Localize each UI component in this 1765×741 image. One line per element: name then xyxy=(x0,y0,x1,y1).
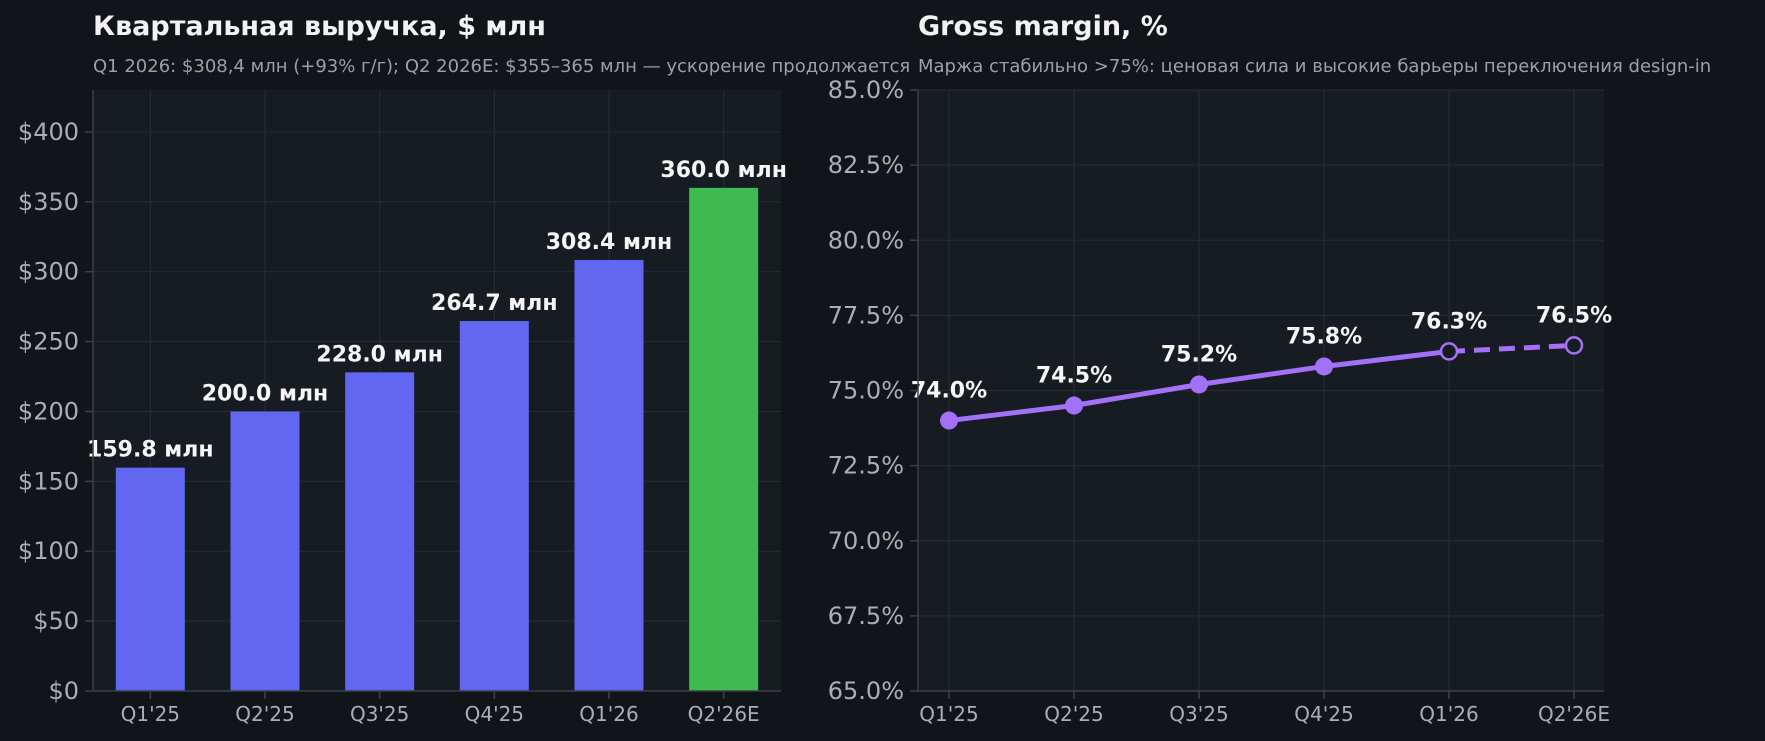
margin-point-hollow xyxy=(1439,342,1459,361)
revenue-bar-value-label: 308.4 млн xyxy=(546,230,673,255)
margin-x-tick-label: Q4'25 xyxy=(1294,702,1353,726)
margin-y-tick-label: 65.0% xyxy=(828,677,904,705)
margin-data-labels: 74.0% 74.5% 75.2% 75.8% 76.3% 76.5% xyxy=(911,303,1612,403)
margin-chart: 74.0% 74.5% 75.2% 75.8% 76.3% 76.5% 65.0% 67.5… xyxy=(828,11,1711,726)
revenue-x-tick-label: Q3'25 xyxy=(350,702,409,726)
margin-value-label: 75.2% xyxy=(1161,342,1237,367)
margin-x-ticks: Q1'25 Q2'25 Q3'25 Q4'25 Q1'26 Q2'26E xyxy=(919,691,1610,726)
margin-point xyxy=(940,411,958,430)
margin-x-tick-label: Q1'25 xyxy=(919,702,978,726)
revenue-bar xyxy=(230,411,300,691)
margin-value-label: 74.5% xyxy=(1036,364,1112,389)
margin-x-tick-label: Q2'26E xyxy=(1538,702,1610,726)
revenue-bar-value-label: 264.7 млн xyxy=(431,291,558,316)
revenue-y-tick-label: $150 xyxy=(18,467,79,495)
revenue-plot-area xyxy=(93,90,781,691)
revenue-bar-value-label: 200.0 млн xyxy=(202,381,329,406)
revenue-x-tick-label: Q2'25 xyxy=(235,702,294,726)
margin-value-label: 75.8% xyxy=(1286,324,1362,349)
revenue-y-tick-label: $350 xyxy=(18,188,79,216)
margin-y-tick-label: 75.0% xyxy=(828,377,904,405)
revenue-bars xyxy=(115,187,759,691)
revenue-bar xyxy=(115,467,185,691)
margin-value-label: 76.3% xyxy=(1411,309,1487,334)
margin-value-label: 76.5% xyxy=(1536,303,1612,328)
revenue-x-tick-label: Q1'25 xyxy=(121,702,180,726)
revenue-bar xyxy=(345,372,415,691)
revenue-bar-value-label: 159.8 млн xyxy=(87,438,214,463)
margin-x-tick-label: Q2'25 xyxy=(1044,702,1103,726)
margin-point xyxy=(1315,357,1333,376)
revenue-bar xyxy=(574,259,644,691)
revenue-chart-title: Квартальная выручка, $ млн xyxy=(93,11,546,42)
margin-x-tick-label: Q3'25 xyxy=(1169,702,1228,726)
revenue-bar xyxy=(689,187,759,691)
revenue-bar xyxy=(459,321,529,691)
margin-y-tick-label: 72.5% xyxy=(828,452,904,480)
margin-y-ticks: 65.0% 67.5% 70.0% 72.5% 75.0% 77.5% 80.0% 82.5%… xyxy=(828,76,918,705)
revenue-bar-value-label: 360.0 млн xyxy=(660,158,787,183)
margin-y-tick-label: 82.5% xyxy=(828,151,904,179)
revenue-x-tick-label: Q1'26 xyxy=(579,702,638,726)
margin-x-tick-label: Q1'26 xyxy=(1419,702,1478,726)
margin-point xyxy=(1065,396,1083,415)
margin-y-tick-label: 85.0% xyxy=(828,76,904,104)
revenue-x-tick-label: Q2'26E xyxy=(688,702,760,726)
revenue-x-tick-label: Q4'25 xyxy=(465,702,524,726)
margin-y-tick-label: 77.5% xyxy=(828,301,904,329)
revenue-y-tick-label: $200 xyxy=(18,397,79,425)
margin-point xyxy=(1190,375,1208,394)
margin-y-tick-label: 70.0% xyxy=(828,527,904,555)
revenue-y-tick-label: $300 xyxy=(18,258,79,286)
margin-point-hollow xyxy=(1564,336,1584,355)
revenue-y-tick-label: $100 xyxy=(18,537,79,565)
revenue-chart-subtitle: Q1 2026: $308,4 млн (+93% г/г); Q2 2026E… xyxy=(93,56,910,77)
revenue-y-tick-label: $250 xyxy=(18,328,79,356)
revenue-chart: 159.8 млн 200.0 млн 228.0 млн 264.7 млн 308.… xyxy=(18,11,910,726)
margin-points xyxy=(940,336,1584,430)
revenue-data-labels: 159.8 млн 200.0 млн 228.0 млн 264.7 млн 308.… xyxy=(87,158,787,463)
margin-chart-title: Gross margin, % xyxy=(918,11,1168,42)
margin-y-tick-label: 67.5% xyxy=(828,602,904,630)
margin-value-label: 74.0% xyxy=(911,379,987,404)
revenue-x-ticks: Q1'25 Q2'25 Q3'25 Q4'25 Q1'26 Q2'26E xyxy=(121,691,760,726)
revenue-y-tick-label: $50 xyxy=(33,607,79,635)
margin-line-forecast xyxy=(1448,342,1575,354)
revenue-y-ticks: $0 $50 $100 $150 $200 $250 $300 $350 $400 xyxy=(18,118,93,705)
revenue-bar-value-label: 228.0 млн xyxy=(316,342,443,367)
margin-y-tick-label: 80.0% xyxy=(828,226,904,254)
revenue-y-tick-label: $0 xyxy=(48,677,79,705)
revenue-y-tick-label: $400 xyxy=(18,118,79,146)
margin-chart-subtitle: Маржа стабильно >75%: ценовая сила и выс… xyxy=(918,56,1711,77)
